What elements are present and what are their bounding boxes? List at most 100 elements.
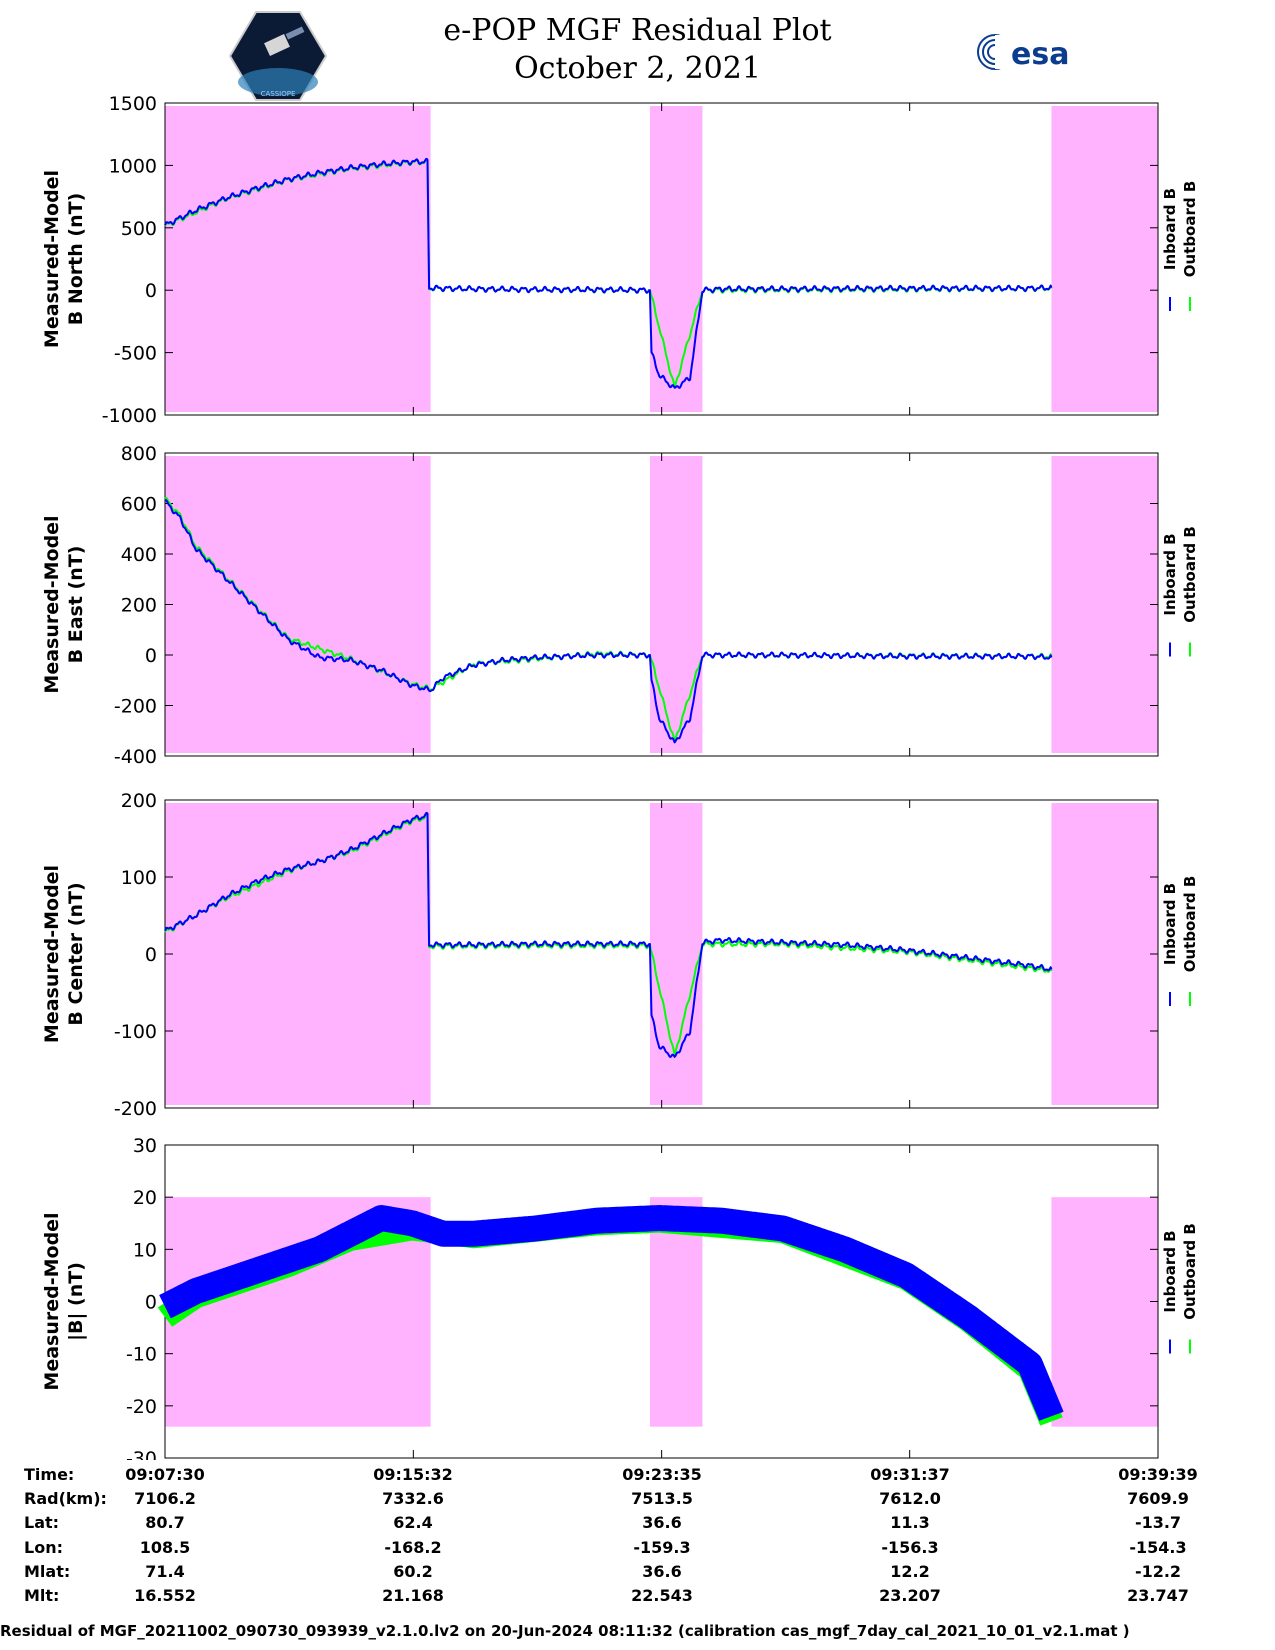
shaded-interval xyxy=(165,456,431,753)
y-axis-label-line: Measured-Model xyxy=(41,515,63,693)
y-tick-label: -500 xyxy=(114,343,157,365)
shaded-interval xyxy=(649,803,703,1105)
info-cell: 22.543 xyxy=(631,1586,693,1605)
info-cell: 7609.9 xyxy=(1127,1489,1189,1509)
info-row: Time: 09:07:30 09:15:32 09:23:35 09:31:37 09:… xyxy=(0,1465,1275,1489)
info-cell: -168.2 xyxy=(384,1537,442,1557)
cassiope-logo: CASSIOPE xyxy=(228,11,328,101)
info-cell: -156.3 xyxy=(881,1537,939,1557)
chart-date: October 2, 2021 xyxy=(514,51,761,86)
esa-emblem-icon xyxy=(977,34,1015,70)
info-row-label: Mlt: xyxy=(24,1586,60,1605)
y-tick-label: 0 xyxy=(145,944,157,966)
info-cell: -13.7 xyxy=(1134,1513,1182,1533)
info-row: Mlat: 71.4 60.2 36.6 12.2 -12.2 xyxy=(0,1562,1275,1586)
info-cell: 71.4 xyxy=(145,1561,185,1581)
panel-1: 1500 1000 500 0 -500 -1000 Measured-Model B Nor… xyxy=(41,93,1199,427)
y-tick-label: 200 xyxy=(121,790,157,812)
y-axis-label-line: B Center (nT) xyxy=(65,882,87,1025)
inboard-series-line xyxy=(164,811,1053,1058)
info-row: Lon: 108.5 -168.2 -159.3 -156.3 -154.3 xyxy=(0,1538,1275,1562)
legend-inboard-label: Inboard B xyxy=(1161,883,1179,965)
y-tick-label: -200 xyxy=(114,1098,157,1120)
info-cell: 108.5 xyxy=(139,1537,191,1557)
info-cell: -12.2 xyxy=(1134,1561,1182,1581)
y-tick-label: 30 xyxy=(133,1135,157,1157)
y-axis-label-line: B East (nT) xyxy=(65,546,87,664)
legend-inboard-label: Inboard B xyxy=(1161,188,1179,270)
info-cell: 7612.0 xyxy=(879,1489,941,1509)
info-row-label: Lat: xyxy=(24,1513,60,1533)
info-cell: 23.207 xyxy=(879,1586,941,1605)
info-row-label: Rad(km): xyxy=(24,1489,107,1509)
info-row-label: Mlat: xyxy=(24,1561,71,1581)
y-tick-label: -20 xyxy=(126,1396,157,1418)
legend-outboard-label: Outboard B xyxy=(1181,526,1199,623)
chart-title-block: e-POP MGF Residual Plot October 2, 2021 xyxy=(0,12,1275,88)
info-cell: 80.7 xyxy=(145,1513,185,1533)
shaded-interval xyxy=(649,106,703,412)
y-tick-label: 0 xyxy=(145,280,157,302)
y-axis-label: Measured-Model |B| (nT) xyxy=(41,1212,87,1390)
y-tick-label: 400 xyxy=(121,544,157,566)
info-row: Rad(km): 7106.2 7332.6 7513.5 7612.0 7609.9 xyxy=(0,1489,1275,1513)
y-tick-label: -400 xyxy=(114,746,157,768)
legend-inboard-label: Inboard B xyxy=(1161,533,1179,615)
info-cell: 23.747 xyxy=(1127,1586,1189,1605)
info-cell: 36.6 xyxy=(642,1561,682,1581)
y-axis-label-line: Measured-Model xyxy=(41,865,63,1043)
y-tick-label: 0 xyxy=(145,1292,157,1314)
info-cell: 11.3 xyxy=(890,1513,930,1533)
info-cell: 7106.2 xyxy=(134,1489,196,1509)
legend: Inboard B Outboard B xyxy=(1161,526,1199,657)
info-cell: 21.168 xyxy=(382,1586,444,1605)
legend-inboard-label: Inboard B xyxy=(1161,1230,1179,1312)
shaded-interval xyxy=(1051,803,1158,1105)
y-tick-label: 1000 xyxy=(109,155,157,177)
info-cell: 09:23:35 xyxy=(622,1465,702,1484)
y-tick-label: 1500 xyxy=(109,93,157,115)
info-cell: -154.3 xyxy=(1129,1537,1187,1557)
shaded-interval xyxy=(165,803,431,1105)
esa-logo: esa xyxy=(977,34,1069,72)
info-cell: 09:07:30 xyxy=(125,1465,205,1484)
shaded-interval xyxy=(1051,106,1158,412)
legend: Inboard B Outboard B xyxy=(1161,1223,1199,1354)
info-cell: -159.3 xyxy=(633,1537,691,1557)
info-cell: 36.6 xyxy=(642,1513,682,1533)
info-cell: 60.2 xyxy=(393,1561,433,1581)
footer-caption: Residual of MGF_20211002_090730_093939_v… xyxy=(0,1622,1130,1640)
inboard-series-line xyxy=(164,499,1053,744)
info-cell: 7513.5 xyxy=(631,1489,693,1509)
y-axis-label: Measured-Model B Center (nT) xyxy=(41,865,87,1043)
panel-2: 800 600 400 200 0 -200 -400 Measured-Model B Eas… xyxy=(41,443,1199,768)
info-row: Lat: 80.7 62.4 36.6 11.3 -13.7 xyxy=(0,1513,1275,1537)
info-cell: 09:31:37 xyxy=(870,1465,950,1484)
y-tick-label: 800 xyxy=(121,443,157,465)
legend-outboard-label: Outboard B xyxy=(1181,1223,1199,1320)
panel-3: 200 100 0 -100 -200 Measured-Model B Center (n… xyxy=(41,790,1199,1120)
y-tick-label: 0 xyxy=(145,645,157,667)
y-tick-label: -10 xyxy=(126,1344,157,1366)
legend-outboard-label: Outboard B xyxy=(1181,876,1199,973)
y-tick-label: 10 xyxy=(133,1239,157,1261)
inboard-series-line xyxy=(152,1205,1064,1428)
y-tick-label: -30 xyxy=(126,1448,157,1460)
info-cell: 12.2 xyxy=(890,1561,930,1581)
y-axis-label-line: Measured-Model xyxy=(41,170,63,348)
y-axis-label-line: B North (nT) xyxy=(65,193,87,326)
legend: Inboard B Outboard B xyxy=(1161,876,1199,1006)
y-axis-label: Measured-Model B East (nT) xyxy=(41,515,87,693)
y-tick-label: 100 xyxy=(121,867,157,889)
info-row-label: Lon: xyxy=(24,1537,63,1557)
chart-title: e-POP MGF Residual Plot xyxy=(443,13,832,48)
y-tick-label: -100 xyxy=(114,1021,157,1043)
info-row-label: Time: xyxy=(24,1465,75,1484)
esa-logo-text: esa xyxy=(1011,37,1069,72)
legend-outboard-label: Outboard B xyxy=(1181,181,1199,278)
y-axis-label-line: Measured-Model xyxy=(41,1212,63,1390)
shaded-interval xyxy=(1051,456,1158,753)
y-tick-label: 600 xyxy=(121,494,157,516)
y-tick-label: -200 xyxy=(114,696,157,718)
cassiope-logo-text: CASSIOPE xyxy=(261,90,296,98)
